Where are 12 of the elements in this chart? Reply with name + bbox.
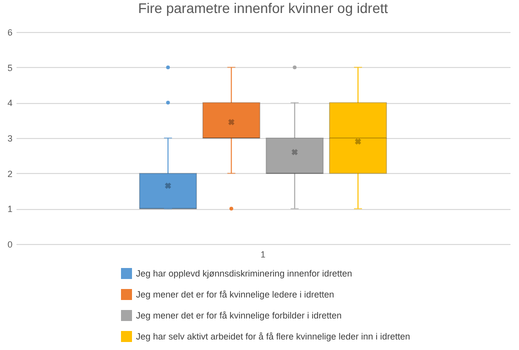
y-tick-label: 2 (7, 168, 12, 179)
chart-title: Fire parametre innenfor kvinner og idrett (138, 0, 388, 16)
legend-label: Jeg har selv aktivt arbeidet for å få flere kvinnelige leder inn i idretten (136, 332, 410, 342)
y-tick-label: 6 (7, 28, 12, 38)
legend-label: Jeg mener det er for få kvinnelige forbilder i idretten (136, 310, 342, 320)
y-tick-label: 1 (7, 204, 12, 214)
y-tick-label: 3 (7, 134, 12, 144)
y-tick-label: 4 (7, 98, 12, 108)
legend-label: Jeg mener det er for få kvinnelige ledere i idretten (136, 290, 334, 300)
y-tick-label: 5 (7, 62, 12, 73)
y-tick-label: 0 (7, 240, 12, 250)
legend-label: Jeg har opplevd kjønnsdiskriminering innenfor idretten (136, 268, 352, 278)
